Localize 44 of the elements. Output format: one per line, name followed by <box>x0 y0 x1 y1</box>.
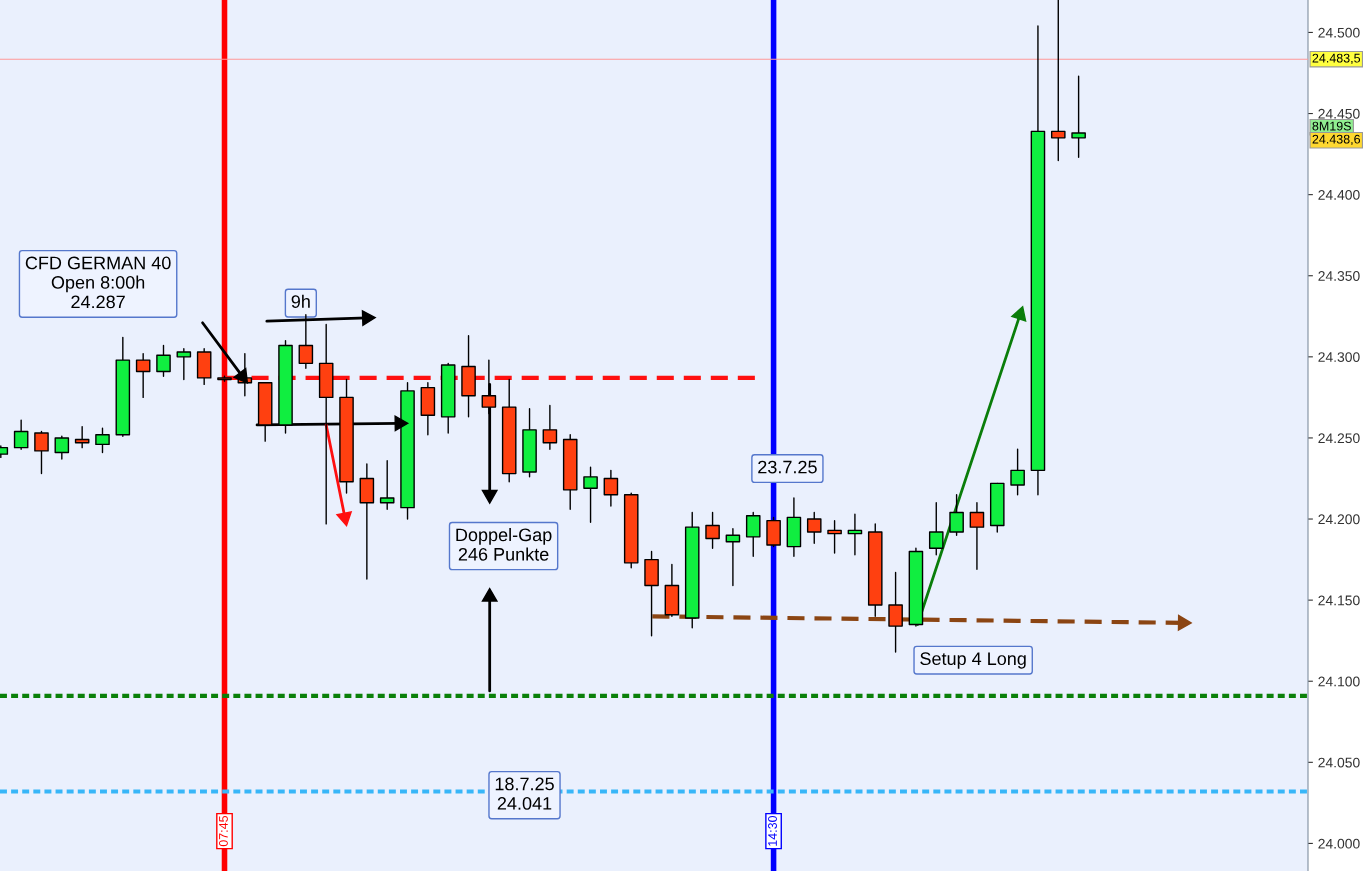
annotation: 9h <box>291 294 310 308</box>
annotation: CFD GERMAN 40 Open 8:00h 24.287 <box>25 256 171 309</box>
candlestick <box>949 494 964 536</box>
candlestick <box>745 511 761 558</box>
y-tick-label: 24.150 <box>1318 595 1360 606</box>
candlestick <box>1050 0 1066 162</box>
candlestick <box>542 404 558 450</box>
x-tick-label: 07:45 <box>219 815 228 847</box>
y-tick-label: 24.000 <box>1318 838 1360 849</box>
candlestick <box>888 571 903 653</box>
y-tick-label: 24.500 <box>1318 27 1360 38</box>
candlestick <box>1010 448 1025 496</box>
candlestick <box>156 344 171 377</box>
y-tick-label: 24.100 <box>1318 676 1360 687</box>
annotation: 18.7.25 24.041 <box>495 777 554 810</box>
annotation: Setup 4 Long <box>920 652 1026 669</box>
candlestick <box>583 466 598 523</box>
candlestick <box>806 511 822 545</box>
candlestick <box>95 427 110 454</box>
y-tick-label: 24.200 <box>1318 514 1360 525</box>
y-tick-label: 24.400 <box>1318 189 1360 200</box>
y-tick-label: 24.450 <box>1318 108 1360 119</box>
candlestick <box>135 352 151 399</box>
y-tick-label: 24.300 <box>1318 352 1360 362</box>
y-tick-label: 24.250 <box>1318 433 1360 444</box>
text: 8M19S <box>1312 121 1351 131</box>
candlestick <box>1071 75 1086 159</box>
y-tick-label: 24.050 <box>1318 757 1360 768</box>
candlestick <box>603 469 619 507</box>
candlestick <box>13 419 29 450</box>
candlestick <box>705 511 720 549</box>
ref-line-label: 24.483,5 <box>1312 53 1361 65</box>
candlestick <box>34 430 49 475</box>
annotation: 23.7.25 <box>758 460 817 474</box>
y-tick-label: 24.350 <box>1318 271 1360 281</box>
candlestick <box>928 502 944 556</box>
annotation: Doppel-Gap 246 Punkte <box>456 527 552 561</box>
candlestick <box>827 519 842 554</box>
candlestick <box>379 459 395 510</box>
x-tick-label: 14:30 <box>768 815 777 846</box>
candlestick <box>176 348 192 381</box>
text: 24.438,6 <box>1312 134 1361 146</box>
candlestick <box>54 435 70 460</box>
candlestick <box>969 502 985 571</box>
